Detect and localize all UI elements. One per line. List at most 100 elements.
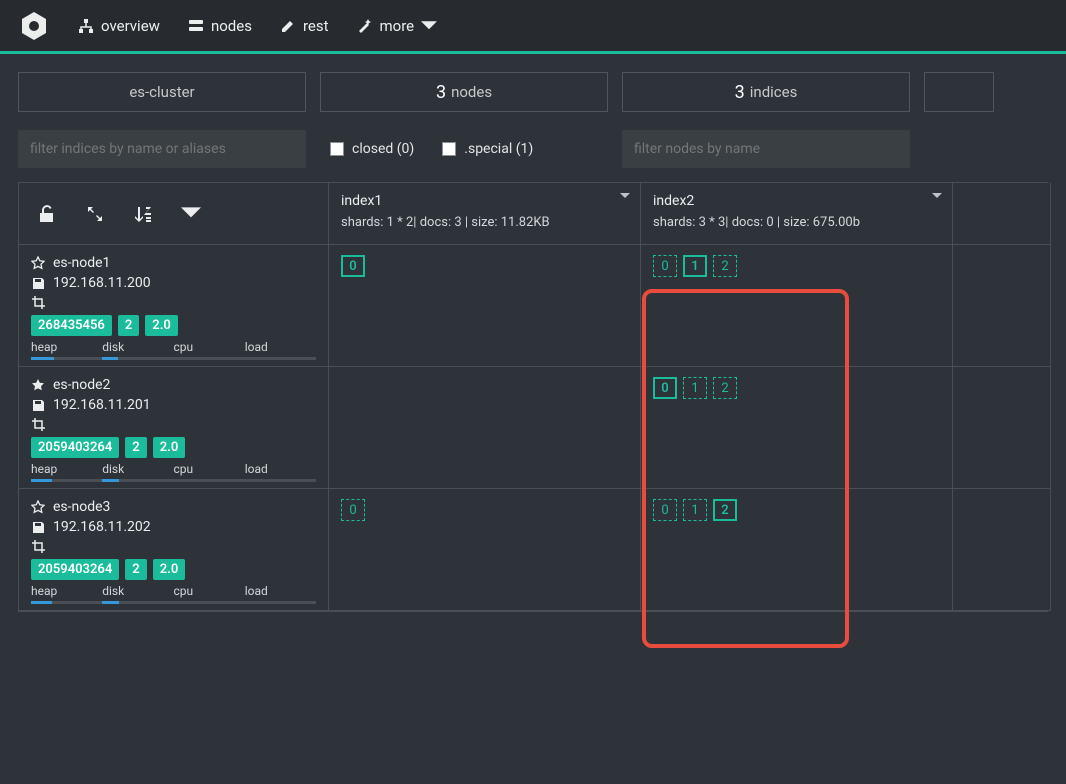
node-crop-line[interactable] [31,295,316,309]
shard-cell: 012 [641,245,953,367]
index-header-cell[interactable]: index1 shards: 1 * 2| docs: 3 | size: 11… [329,183,641,245]
filter-checkboxes: closed (0) .special (1) [320,141,608,157]
cluster-name: es-cluster [129,83,194,101]
shard-cell-empty [953,245,1051,367]
server-icon [188,18,204,34]
index-stats: shards: 3 * 3| docs: 0 | size: 675.00b [653,215,940,230]
node-meters: heapdiskcpuload [31,340,316,360]
node-name-line[interactable]: es-node1 [31,255,316,271]
node-info-cell: es-node3 192.168.11.202 2059403264 2 2.0 heap… [19,489,329,611]
meter-cpu: cpu [174,584,245,604]
closed-checkbox[interactable]: closed (0) [330,141,414,157]
closed-label: closed (0) [352,141,414,157]
shard-replica[interactable]: 1 [683,377,707,399]
node-name-line[interactable]: es-node2 [31,377,316,393]
shard-group: 012 [653,255,940,277]
meter-disk: disk [102,462,173,482]
crop-icon [31,539,45,553]
node-name-line[interactable]: es-node3 [31,499,316,515]
node-crop-line[interactable] [31,417,316,431]
filter-indices-input[interactable] [18,130,306,168]
node-crop-line[interactable] [31,539,316,553]
shard-group: 0 [341,255,628,277]
shard-cell: 012 [641,367,953,489]
special-checkbox[interactable]: .special (1) [442,141,533,157]
nav-label: nodes [211,17,252,35]
shard-cell [329,367,641,489]
node-badges: 2059403264 2 2.0 [31,559,316,580]
shard-primary[interactable]: 0 [341,255,365,277]
shard-replica[interactable]: 2 [713,377,737,399]
node-info-cell: es-node2192.168.11.201205940326422.0heap… [19,367,329,489]
meter-heap: heap [31,584,102,604]
nav-more[interactable]: more [356,17,437,35]
shard-group: 012 [653,499,940,521]
node-badge: 2 [118,315,139,336]
meter-heap: heap [31,462,102,482]
nav-nodes[interactable]: nodes [188,17,252,35]
node-row: es-node3 192.168.11.202 2059403264 2 2.0 heap… [19,489,1048,611]
nav-rest[interactable]: rest [280,17,329,35]
disk-icon [31,398,45,412]
shard-primary[interactable]: 1 [683,255,707,277]
filters-row: closed (0) .special (1) [0,112,1066,182]
edit-icon [280,18,296,34]
shard-replica[interactable]: 1 [683,499,707,521]
shard-cell-empty [953,367,1051,489]
node-badge: 2.0 [153,559,186,580]
nav-overview[interactable]: overview [78,17,160,35]
meter-load: load [245,584,316,604]
node-name: es-node2 [53,377,110,393]
node-name: es-node3 [53,499,110,515]
nav-label: overview [101,17,160,35]
summary-extra-box[interactable] [924,72,994,112]
node-ip-line: 192.168.11.202 [31,519,316,535]
node-row: es-node1192.168.11.20026843545622.0heapd… [19,245,1048,367]
filter-nodes-input[interactable] [622,130,910,168]
crop-icon [31,417,45,431]
node-badge: 2 [125,437,146,458]
nodes-count-box[interactable]: 3 nodes [320,72,608,112]
shard-primary[interactable]: 0 [653,377,677,399]
expand-icon[interactable] [85,204,105,224]
unlock-icon[interactable] [37,204,57,224]
node-badge: 268435456 [31,315,112,336]
nodes-count-label: nodes [451,83,492,101]
meter-load: load [245,340,316,360]
index-stats: shards: 1 * 2| docs: 3 | size: 11.82KB [341,215,628,230]
index-header-cell[interactable]: index2 shards: 3 * 3| docs: 0 | size: 67… [641,183,953,245]
node-meters: heapdiskcpuload [31,584,316,604]
node-badge: 2059403264 [31,437,119,458]
sort-az-icon[interactable] [133,204,153,224]
shard-replica[interactable]: 0 [341,499,365,521]
grid-header-row: index1 shards: 1 * 2| docs: 3 | size: 11… [19,183,1048,245]
meter-cpu: cpu [174,462,245,482]
node-ip-line: 192.168.11.200 [31,275,316,291]
shard-replica[interactable]: 0 [653,499,677,521]
checkbox-icon [330,142,344,156]
shard-cell: 0 [329,489,641,611]
indices-count-label: indices [750,83,798,101]
nodes-count: 3 [436,82,446,103]
shard-group: 0 [341,499,628,521]
node-ip: 192.168.11.200 [53,275,151,291]
checkbox-icon [442,142,456,156]
index-name: index2 [653,193,940,209]
node-badge: 2 [125,559,146,580]
meter-cpu: cpu [174,340,245,360]
wand-icon [356,18,372,34]
indices-count: 3 [735,82,745,103]
shard-primary[interactable]: 2 [713,499,737,521]
special-label: .special (1) [464,141,533,157]
cluster-name-box[interactable]: es-cluster [18,72,306,112]
chevron-down-icon[interactable] [932,193,942,203]
indices-count-box[interactable]: 3 indices [622,72,910,112]
shard-replica[interactable]: 0 [653,255,677,277]
chevron-down-icon[interactable] [620,193,630,203]
shard-cell: 012 [641,489,953,611]
node-badge: 2059403264 [31,559,119,580]
nav-label: rest [303,17,329,35]
chevron-down-icon[interactable] [181,204,201,224]
navbar: overview nodes rest more [0,0,1066,54]
shard-replica[interactable]: 2 [713,255,737,277]
